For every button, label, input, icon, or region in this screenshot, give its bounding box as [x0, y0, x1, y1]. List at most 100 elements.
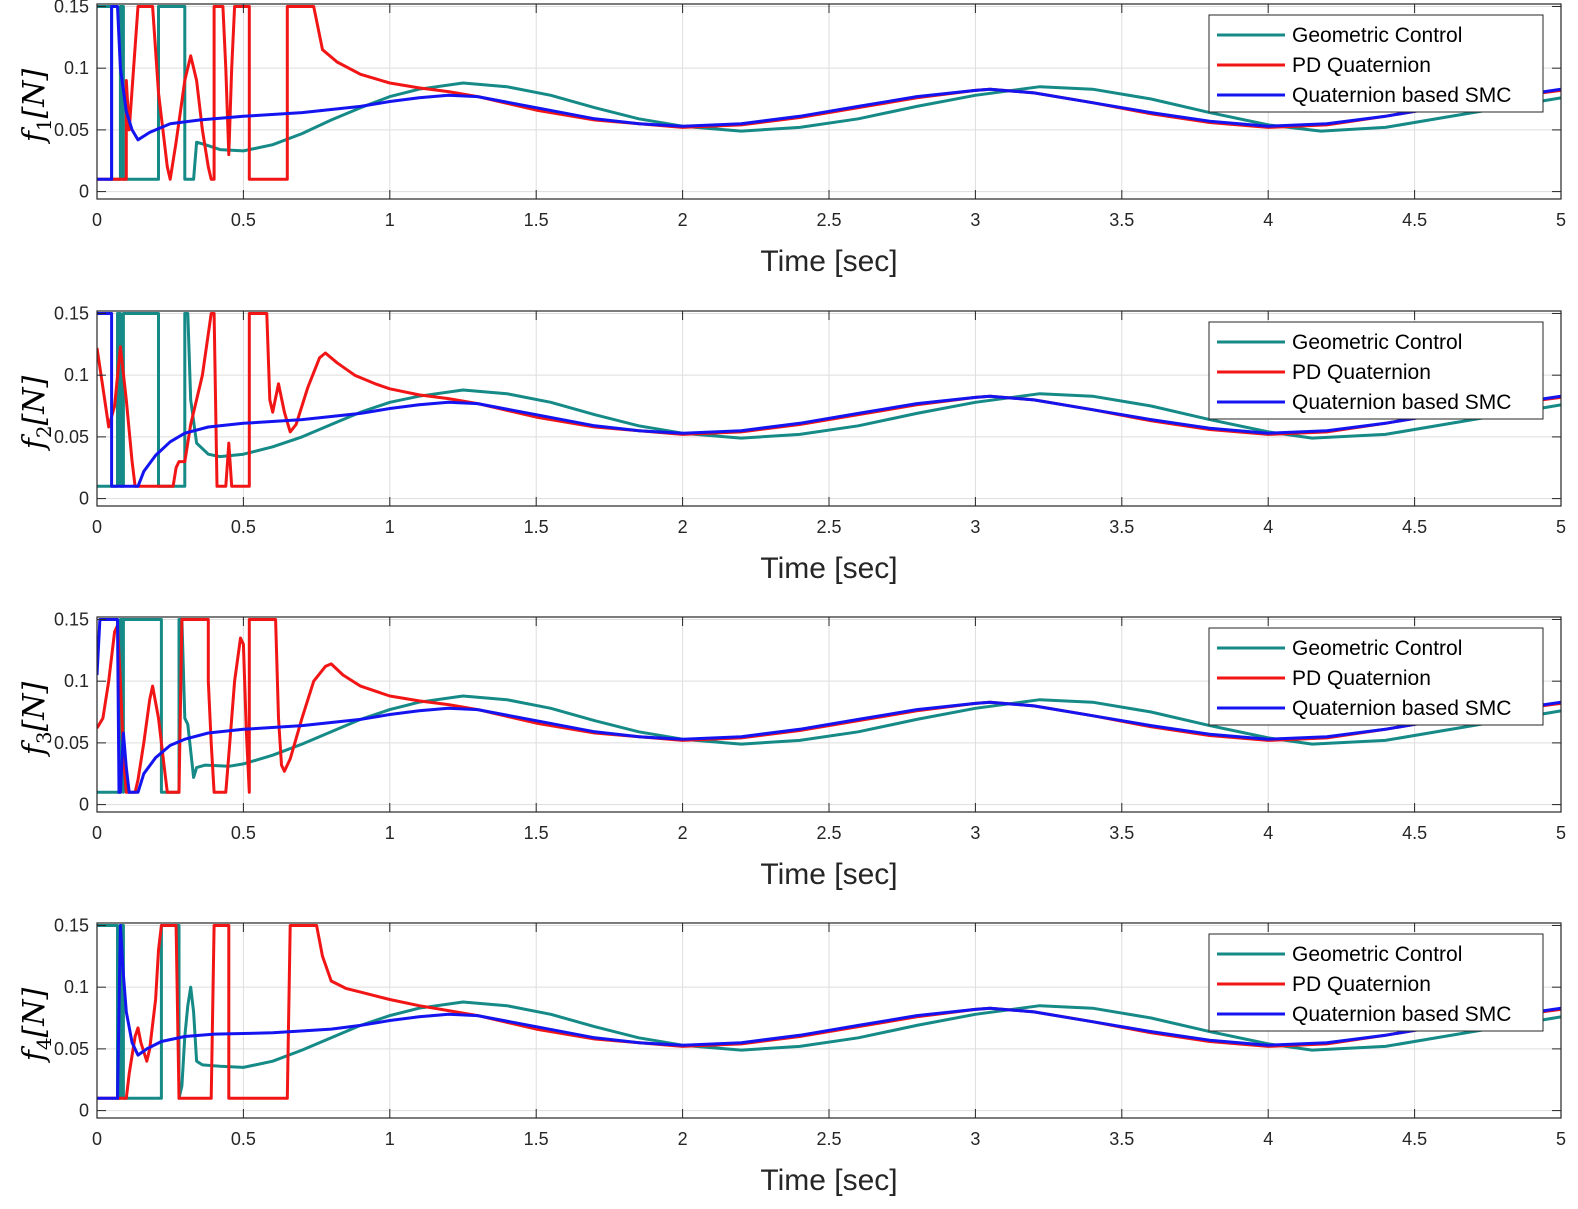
x-tick-label: 4.5 — [1402, 517, 1427, 537]
y-axis-label-subscript: 4 — [32, 1037, 56, 1050]
legend: Geometric Control PD Quaternion Quaternion… — [1208, 627, 1544, 726]
x-tick-label: 2.5 — [816, 517, 841, 537]
x-tick-label: 0 — [92, 823, 102, 843]
series-line-quaternion-based-smc — [97, 5, 1561, 181]
ticks: 0 0.5 1 1.5 2 2.5 3 3.5 4 4.5 5 0 0.05 0.1 0.15 — [54, 303, 1566, 537]
chart-panel-1: 0 0.5 1 1.5 2 2.5 3 3.5 4 4.5 5 0 0.05 0.1 0.15 Time [s… — [17, 0, 1566, 278]
y-axis-label-subscript: 3 — [32, 731, 56, 744]
x-tick-label: 1.5 — [524, 823, 549, 843]
y-tick-label: 0 — [79, 795, 89, 815]
series-line-quaternion-based-smc — [97, 924, 1561, 1100]
legend-label: Quaternion based SMC — [1292, 84, 1511, 107]
y-tick-label: 0.15 — [54, 0, 89, 16]
x-tick-label: 0.5 — [231, 823, 256, 843]
x-tick-label: 3.5 — [1109, 517, 1134, 537]
x-tick-label: 4.5 — [1402, 823, 1427, 843]
x-tick-label: 5 — [1556, 210, 1566, 230]
y-tick-label: 0 — [79, 182, 89, 202]
legend-label: PD Quaternion — [1292, 667, 1431, 690]
y-tick-label: 0.1 — [64, 977, 89, 997]
y-tick-label: 0.05 — [54, 427, 89, 447]
x-tick-label: 4 — [1263, 517, 1273, 537]
x-tick-label: 3 — [970, 210, 980, 230]
y-axis-label-unit: [N] — [17, 68, 52, 118]
y-axis-label-unit: [N] — [17, 681, 52, 731]
x-tick-label: 1 — [385, 1129, 395, 1149]
x-tick-label: 3 — [970, 823, 980, 843]
chart-panel-3: 0 0.5 1 1.5 2 2.5 3 3.5 4 4.5 5 0 0.05 0.1 0.15 Time [s… — [17, 609, 1566, 891]
x-tick-label: 3 — [970, 517, 980, 537]
x-axis-label: Time [sec] — [760, 552, 897, 585]
x-tick-label: 0.5 — [231, 1129, 256, 1149]
legend: Geometric Control PD Quaternion Quaternion… — [1208, 14, 1544, 113]
x-tick-label: 2 — [678, 517, 688, 537]
y-axis-label: f1[N] — [17, 68, 56, 144]
y-axis-label-subscript: 1 — [32, 118, 56, 131]
legend-label: PD Quaternion — [1292, 54, 1431, 77]
x-tick-label: 3.5 — [1109, 210, 1134, 230]
x-tick-label: 0.5 — [231, 517, 256, 537]
x-tick-label: 2 — [678, 1129, 688, 1149]
x-tick-label: 0.5 — [231, 210, 256, 230]
chart-panel-2: 0 0.5 1 1.5 2 2.5 3 3.5 4 4.5 5 0 0.05 0.1 0.15 Time [s… — [17, 303, 1566, 585]
legend-label: Geometric Control — [1292, 24, 1462, 47]
x-tick-label: 4 — [1263, 1129, 1273, 1149]
x-tick-label: 1 — [385, 823, 395, 843]
x-axis-label: Time [sec] — [760, 1164, 897, 1197]
x-tick-label: 1.5 — [524, 210, 549, 230]
x-tick-label: 2.5 — [816, 823, 841, 843]
ticks: 0 0.5 1 1.5 2 2.5 3 3.5 4 4.5 5 0 0.05 0.1 0.15 — [54, 609, 1566, 843]
y-axis-label: f3[N] — [17, 681, 56, 757]
series-group — [97, 924, 1561, 1100]
x-tick-label: 5 — [1556, 823, 1566, 843]
chart-panel-4: 0 0.5 1 1.5 2 2.5 3 3.5 4 4.5 5 0 0.05 0.1 0.15 Time [s… — [17, 915, 1566, 1197]
y-tick-label: 0.1 — [64, 58, 89, 78]
legend: Geometric Control PD Quaternion Quaternion… — [1208, 933, 1544, 1032]
y-tick-label: 0.1 — [64, 365, 89, 385]
legend-label: Geometric Control — [1292, 943, 1462, 966]
y-axis-label: f4[N] — [17, 987, 56, 1063]
x-tick-label: 3.5 — [1109, 1129, 1134, 1149]
series-line-geometric-control — [97, 312, 1561, 488]
y-axis-label-unit: [N] — [17, 375, 52, 425]
series-line-quaternion-based-smc — [97, 618, 1561, 794]
y-axis-label-unit: [N] — [17, 987, 52, 1037]
legend-label: Quaternion based SMC — [1292, 697, 1511, 720]
y-tick-label: 0.1 — [64, 671, 89, 691]
x-tick-label: 0 — [92, 210, 102, 230]
x-tick-label: 0 — [92, 1129, 102, 1149]
x-tick-label: 1.5 — [524, 1129, 549, 1149]
x-tick-label: 5 — [1556, 1129, 1566, 1149]
x-tick-label: 2 — [678, 210, 688, 230]
legend-label: Geometric Control — [1292, 331, 1462, 354]
y-tick-label: 0.15 — [54, 303, 89, 323]
x-tick-label: 2.5 — [816, 210, 841, 230]
legend-label: PD Quaternion — [1292, 361, 1431, 384]
x-tick-label: 4.5 — [1402, 210, 1427, 230]
y-tick-label: 0.15 — [54, 915, 89, 935]
y-tick-label: 0.05 — [54, 1039, 89, 1059]
x-tick-label: 5 — [1556, 517, 1566, 537]
x-tick-label: 3 — [970, 1129, 980, 1149]
y-tick-label: 0.05 — [54, 733, 89, 753]
ticks: 0 0.5 1 1.5 2 2.5 3 3.5 4 4.5 5 0 0.05 0.1 0.15 — [54, 915, 1566, 1149]
series-group — [97, 618, 1561, 794]
legend-label: PD Quaternion — [1292, 973, 1431, 996]
x-tick-label: 4.5 — [1402, 1129, 1427, 1149]
ticks: 0 0.5 1 1.5 2 2.5 3 3.5 4 4.5 5 0 0.05 0.1 0.15 — [54, 0, 1566, 230]
y-tick-label: 0 — [79, 1101, 89, 1121]
x-tick-label: 4 — [1263, 210, 1273, 230]
x-tick-label: 3.5 — [1109, 823, 1134, 843]
x-tick-label: 2.5 — [816, 1129, 841, 1149]
x-tick-label: 0 — [92, 517, 102, 537]
legend-label: Quaternion based SMC — [1292, 1003, 1511, 1026]
y-tick-label: 0.15 — [54, 609, 89, 629]
series-line-geometric-control — [97, 5, 1561, 181]
y-axis-label: f2[N] — [17, 375, 56, 451]
series-group — [97, 5, 1561, 181]
y-tick-label: 0.05 — [54, 120, 89, 140]
x-tick-label: 2 — [678, 823, 688, 843]
x-axis-label: Time [sec] — [760, 245, 897, 278]
legend-label: Quaternion based SMC — [1292, 391, 1511, 414]
x-tick-label: 1 — [385, 210, 395, 230]
